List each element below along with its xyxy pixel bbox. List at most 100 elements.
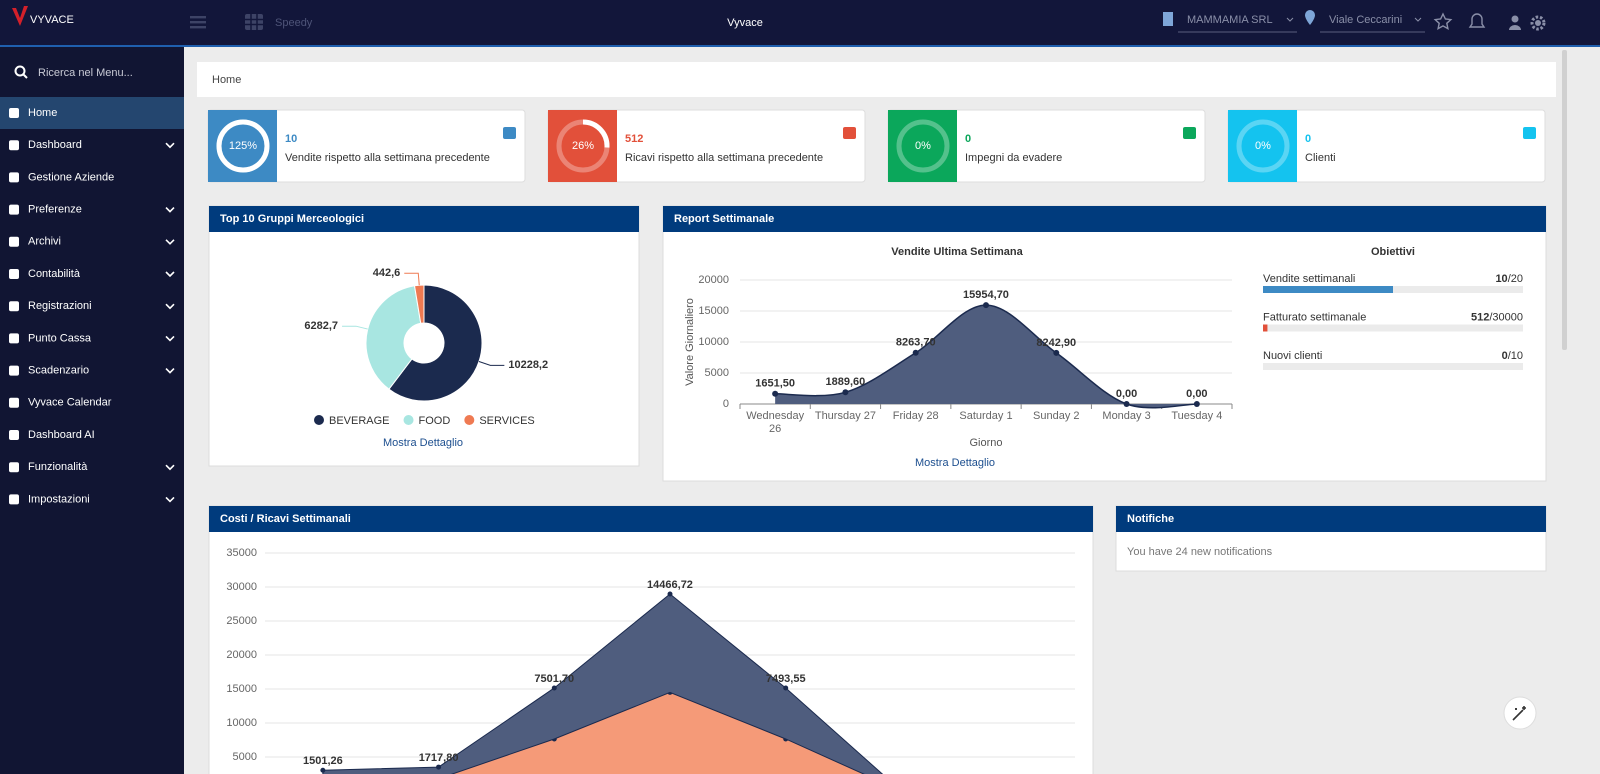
notifications-icon[interactable] [1468,13,1486,28]
report-panel [662,205,1547,482]
notifications-header [1116,506,1546,532]
kpi-value: 10 [285,133,297,145]
settings-icon[interactable] [1530,15,1546,31]
top-bar [0,0,1600,46]
menu-item[interactable]: Dashboard AI [28,429,95,441]
kpi-icon [1523,127,1536,139]
kpi-gauge-label: 0% [915,140,931,152]
objective-separator: / [1508,350,1512,362]
legend-label[interactable]: SERVICES [479,415,534,427]
y-tick-label: 5000 [233,751,257,763]
pie-leader [342,325,368,330]
kpi-color-block [888,110,957,182]
pie-data-label: 442,6 [373,267,401,279]
cost-panel-header [209,506,1093,532]
menu-item[interactable]: Scadenzario [28,365,89,377]
menu-chevron[interactable] [165,464,175,471]
kpi-icon [843,127,856,139]
report-link[interactable]: Mostra Dettaglio [915,457,995,469]
data-point [1053,349,1060,356]
menu-item[interactable]: Registrazioni [28,300,92,312]
menu-item[interactable]: Archivi [28,236,61,248]
scrollbar[interactable] [1562,50,1567,350]
user-icon[interactable] [1509,15,1521,31]
x-tick-label: Tuesday 4 [1171,410,1223,422]
x-tick-label: Saturday 1 [959,410,1013,422]
data-label: 7493,55 [766,673,806,685]
x-tick-label: Wednesday 26 [746,410,805,435]
data-label: 1717,80 [419,752,459,764]
pie-panel-header [209,206,639,232]
menu-icon [9,108,19,118]
line-chart-title: Vendite Ultima Settimana [891,246,1023,258]
y-tick-label: 0 [723,398,729,410]
objective-track [1263,363,1523,370]
menu-chevron[interactable] [165,335,175,342]
favorites-icon[interactable] [1433,12,1453,30]
legend-marker [403,415,414,425]
menu-chevron[interactable] [165,368,175,374]
data-label: 0,00 [1186,388,1207,400]
menu-item[interactable]: Gestione Aziende [28,171,114,183]
menu-icon [9,140,19,151]
menu-item[interactable]: Funzionalità [28,461,88,473]
page-title: Home [212,74,241,86]
y-tick-label: 10000 [698,336,729,348]
menu-item[interactable]: Home [28,107,57,119]
report-panel-title: Report Settimanale [674,213,774,225]
menu-chevron[interactable] [165,239,175,245]
location-chevron[interactable] [1414,17,1422,22]
menu-item[interactable]: Contabilità [28,268,81,280]
cost-chart: 050001000015000200002500030000350001501,… [226,547,1075,774]
y-tick-label: 25000 [226,615,257,627]
company-select[interactable]: MAMMAMIA SRL [1187,14,1273,26]
data-label: 1889,60 [826,376,866,388]
search-input[interactable]: Ricerca nel Menu... [38,67,133,79]
objectives-title: Obiettivi [1371,246,1415,258]
data-point [772,390,779,397]
objective-target: 30000 [1492,311,1523,323]
y-tick-label: 35000 [226,547,257,559]
objective-progress: 512/30000 [1471,311,1523,323]
search-icon [14,65,28,79]
menu-chevron[interactable] [165,142,175,149]
app-name[interactable]: Speedy [275,17,313,29]
pie-link[interactable]: Mostra Dettaglio [383,437,463,449]
apps-icon[interactable] [245,14,263,30]
menu-toggle[interactable] [190,16,206,29]
x-tick-label: Monday 3 [1102,410,1151,422]
kpi-value: 0 [965,133,971,145]
menu-item[interactable]: Vyvace Calendar [28,397,112,409]
menu-active-bg [0,97,184,129]
menu-item[interactable]: Punto Cassa [28,332,92,344]
y-tick-label: 10000 [226,717,257,729]
stacked-area [322,593,884,774]
data-point [551,685,557,691]
legend-label[interactable]: FOOD [419,415,451,427]
data-point [783,685,789,691]
objective-progress: 0/10 [1502,350,1523,362]
menu-chevron[interactable] [165,271,175,278]
objective-separator: / [1508,273,1512,285]
pie-slice [388,284,483,402]
menu-icon [9,494,19,505]
menu-chevron[interactable] [165,207,175,213]
location-select[interactable]: Viale Ceccarini [1329,14,1402,26]
notifications-title: Notifiche [1127,513,1174,525]
apps-icon-grid [245,14,263,30]
menu-item[interactable]: Impostazioni [28,493,90,505]
menu-icon [9,301,19,312]
menu-item[interactable]: Dashboard [28,139,82,151]
cost-panel-title: Costi / Ricavi Settimanali [220,513,351,525]
menu-item[interactable]: Preferenze [28,204,82,216]
brand: VYVACE [30,14,74,26]
objective-label: Nuovi clienti [1263,350,1322,362]
menu-chevron[interactable] [165,303,175,310]
location-icon [1305,10,1315,25]
data-label: 8242,90 [1036,337,1076,349]
y-tick-label: 5000 [705,367,729,379]
legend-label[interactable]: BEVERAGE [329,415,390,427]
menu-chevron[interactable] [165,496,175,503]
company-chevron[interactable] [1286,17,1294,22]
